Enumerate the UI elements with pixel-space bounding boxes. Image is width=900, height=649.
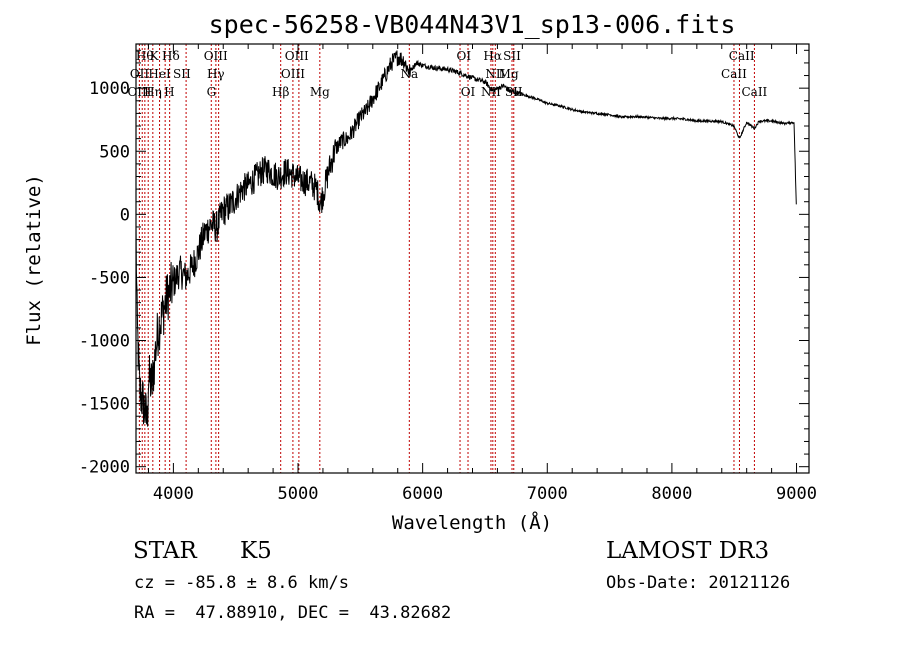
line-label-17: CaII [721,67,747,81]
y-tick-label-1000: 1000 [89,79,130,99]
line-label-24: OI [461,85,476,99]
line-label-6: Hα [483,49,502,63]
x-tick-label-5000: 5000 [278,484,319,504]
chart-title: spec-56258-VB044N43V1_sp13-006.fits [209,10,736,39]
x-tick-label-7000: 7000 [527,484,568,504]
line-label-20: H [164,85,174,99]
line-label-1: K [150,49,160,63]
line-label-13: OIII [281,67,305,81]
line-label-7: SII [503,49,521,63]
redshift-velocity: cz = -85.8 ± 8.6 km/s [134,573,349,593]
y-tick-label--500: -500 [89,268,130,288]
y-tick-label--2000: -2000 [79,458,130,478]
survey-name: LAMOST DR3 [606,538,770,564]
line-label-22: Hβ [272,85,289,99]
y-tick-label-500: 500 [99,142,130,162]
x-axis-ticks: 4000 5000 6000 7000 8000 9000 [147,44,817,504]
line-label-8: CaII [729,49,755,63]
y-tick-label--1500: -1500 [79,395,130,415]
line-label-27: CaII [741,85,767,99]
spectrum-series [135,50,797,427]
line-label-16: Mg [499,67,519,81]
line-label-3: OIII [204,49,228,63]
x-tick-label-6000: 6000 [402,484,443,504]
line-label-0: Hθ [136,49,154,63]
spectrum-line [135,50,797,427]
x-tick-label-8000: 8000 [651,484,692,504]
observation-date: Obs-Date: 20121126 [606,573,791,593]
x-tick-label-9000: 9000 [776,484,817,504]
spectral-line-markers [138,44,755,473]
plot-frame [135,43,810,474]
y-axis-label: Flux (relative) [23,174,45,346]
line-label-12: Hγ [207,67,225,81]
line-label-11: SII [173,67,191,81]
x-tick-label-4000: 4000 [153,484,194,504]
y-tick-label--1000: -1000 [79,332,130,352]
y-axis-ticks: -2000 -1500 -1000 -500 0 500 1000 [79,49,809,478]
object-class: STAR [133,538,197,564]
line-label-21: G [207,85,217,99]
line-label-23: Mg [310,85,330,99]
line-label-10: HeI [148,67,171,81]
x-axis-label: Wavelength (Å) [392,511,552,534]
line-label-4: OIII [285,49,309,63]
line-label-19: Hη [144,85,162,99]
line-label-9: OII [130,67,150,81]
line-label-15: NII [485,67,505,81]
object-subclass: K5 [240,538,272,564]
y-tick-label-0: 0 [120,205,130,225]
line-label-5: OI [456,49,471,63]
line-label-2: Hδ [162,49,180,63]
coordinates: RA = 47.88910, DEC = 43.82682 [134,603,452,623]
